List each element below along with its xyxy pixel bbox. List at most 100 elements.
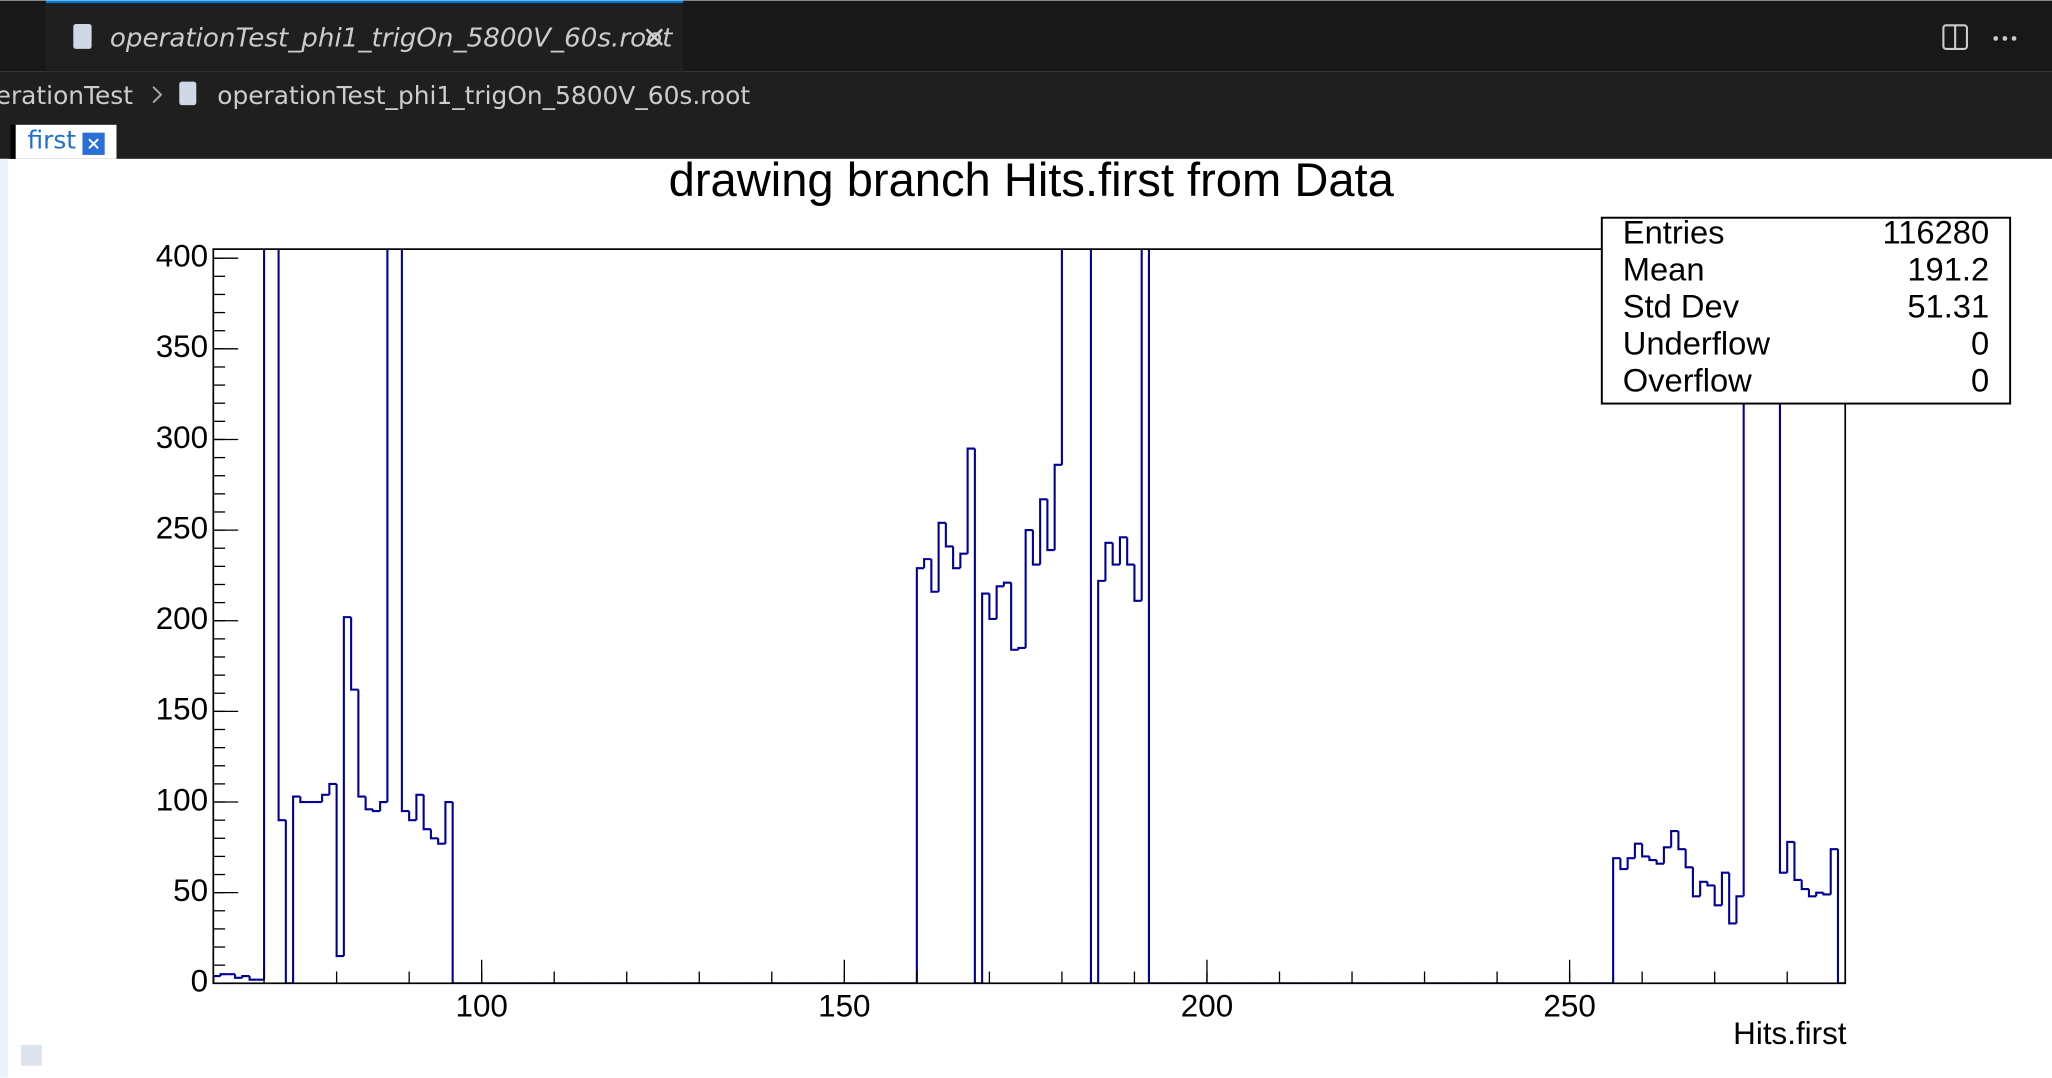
corner-widget xyxy=(20,1044,42,1066)
histogram-bin xyxy=(299,796,308,804)
x-axis-title: Hits.first xyxy=(1733,1016,1847,1051)
breadcrumb-file[interactable]: operationTest_phi1_trigOn_5800V_60s.root xyxy=(217,81,750,110)
left-strip xyxy=(0,158,8,1078)
histogram xyxy=(213,249,1846,984)
histogram-bin xyxy=(1778,249,1788,874)
histogram-bin xyxy=(292,795,301,984)
histogram-bin xyxy=(1633,842,1643,859)
histogram-bin xyxy=(408,811,417,822)
histogram-bin xyxy=(350,617,359,691)
breadcrumb-folder[interactable]: operationTest xyxy=(0,81,133,110)
histogram-bin xyxy=(995,585,1004,619)
split-editor[interactable] xyxy=(1942,24,1968,50)
y-tick-label: 300 xyxy=(156,420,208,455)
stats-label: Entries xyxy=(1623,213,1725,250)
frame xyxy=(212,248,1847,985)
histogram-bin xyxy=(937,521,946,592)
histogram-bin xyxy=(1691,867,1701,898)
tab-indicator xyxy=(45,0,684,4)
histogram-bin xyxy=(1706,881,1715,887)
histogram-bin xyxy=(930,559,939,593)
canvas-tab-close[interactable] xyxy=(82,132,105,155)
histogram-bin xyxy=(321,793,330,803)
histogram-bin xyxy=(213,974,221,984)
histogram-bin xyxy=(1793,841,1802,882)
histogram-bin xyxy=(335,783,344,958)
stats-value: 0 xyxy=(1971,362,1989,399)
histogram-bin xyxy=(219,973,228,977)
histogram-bin xyxy=(1097,579,1106,984)
histogram-bin xyxy=(342,616,352,957)
x-tick-label: 250 xyxy=(1543,988,1595,1023)
y-tick-label: 400 xyxy=(156,238,208,273)
stats-box: Entries 116280 Mean 191.2 Std Dev 51.31 Underf… xyxy=(1600,213,2012,405)
histogram-bin xyxy=(1720,871,1730,906)
stats-value: 0 xyxy=(1971,324,1989,361)
histogram-bin xyxy=(248,976,257,981)
histogram-bin xyxy=(1735,895,1744,924)
more-actions[interactable] xyxy=(1993,36,2017,41)
histogram-bin xyxy=(241,974,250,978)
histogram-bin xyxy=(923,558,932,569)
histogram-bin xyxy=(966,447,975,554)
file-icon xyxy=(179,81,197,106)
axes: 0 50 100 150 200 250 300 350 400 100 150 200 250 xyxy=(156,238,1788,1023)
y-tick-label: 250 xyxy=(156,510,208,545)
histogram-bin xyxy=(1024,529,1033,648)
stats-label: Mean xyxy=(1623,250,1705,287)
histogram-bin xyxy=(973,448,983,984)
histogram-bin xyxy=(1031,530,1041,566)
histogram-bin xyxy=(1046,499,1055,552)
histogram-bin xyxy=(1836,849,1846,984)
stats-value: 191.2 xyxy=(1907,250,1989,287)
histogram-bin xyxy=(1829,848,1838,895)
histogram-bin xyxy=(277,249,286,822)
histogram-bin xyxy=(379,800,388,812)
histogram-bin xyxy=(1677,831,1686,851)
histogram-bin xyxy=(1648,856,1657,862)
stats-label: Underflow xyxy=(1623,324,1771,361)
histogram-bin xyxy=(437,838,446,845)
histogram-bin xyxy=(422,794,431,831)
histogram-bin xyxy=(1126,537,1135,566)
y-tick-label: 100 xyxy=(156,782,208,817)
tab-title: operationTest_phi1_trigOn_5800V_60s.root xyxy=(110,23,674,53)
histogram-bin xyxy=(1662,846,1672,864)
y-tick-label: 350 xyxy=(156,329,208,364)
tab-close[interactable] xyxy=(645,28,664,46)
histogram-bin xyxy=(1641,843,1650,858)
histogram-bin xyxy=(952,546,961,570)
histogram-bin xyxy=(444,800,453,844)
histogram-bin xyxy=(1800,879,1809,891)
histogram-bin xyxy=(1002,581,1012,587)
breadcrumb-bar xyxy=(0,71,2052,159)
x-tick-label: 100 xyxy=(455,988,507,1023)
active-tab[interactable] xyxy=(45,0,684,72)
y-tick-label: 0 xyxy=(191,964,208,999)
histogram-bin xyxy=(1118,536,1128,565)
toolbar-edge xyxy=(10,124,16,159)
histogram-bin xyxy=(1670,829,1679,848)
file-icon xyxy=(73,24,92,49)
canvas-tab-label[interactable]: first xyxy=(27,125,76,154)
chart-title: drawing branch Hits.first from Data xyxy=(669,153,1395,206)
histogram-bin xyxy=(1807,889,1817,898)
y-tick-label: 200 xyxy=(156,601,208,636)
histogram-bin xyxy=(981,592,990,984)
stats-label: Overflow xyxy=(1623,362,1752,399)
histogram-bin xyxy=(1626,857,1635,870)
histogram-bin xyxy=(400,249,410,813)
histogram-bin xyxy=(371,809,381,813)
histogram-bin xyxy=(988,593,997,620)
x-tick-label: 200 xyxy=(1181,988,1233,1023)
histogram-bin xyxy=(1713,885,1722,907)
y-tick-label: 150 xyxy=(156,692,208,727)
histogram-bin xyxy=(1612,857,1621,984)
histogram-bin xyxy=(1728,872,1737,925)
histogram-bin xyxy=(959,552,968,569)
histogram-bin xyxy=(915,567,925,984)
histogram-bin xyxy=(451,802,460,984)
histogram-bin xyxy=(429,829,439,840)
